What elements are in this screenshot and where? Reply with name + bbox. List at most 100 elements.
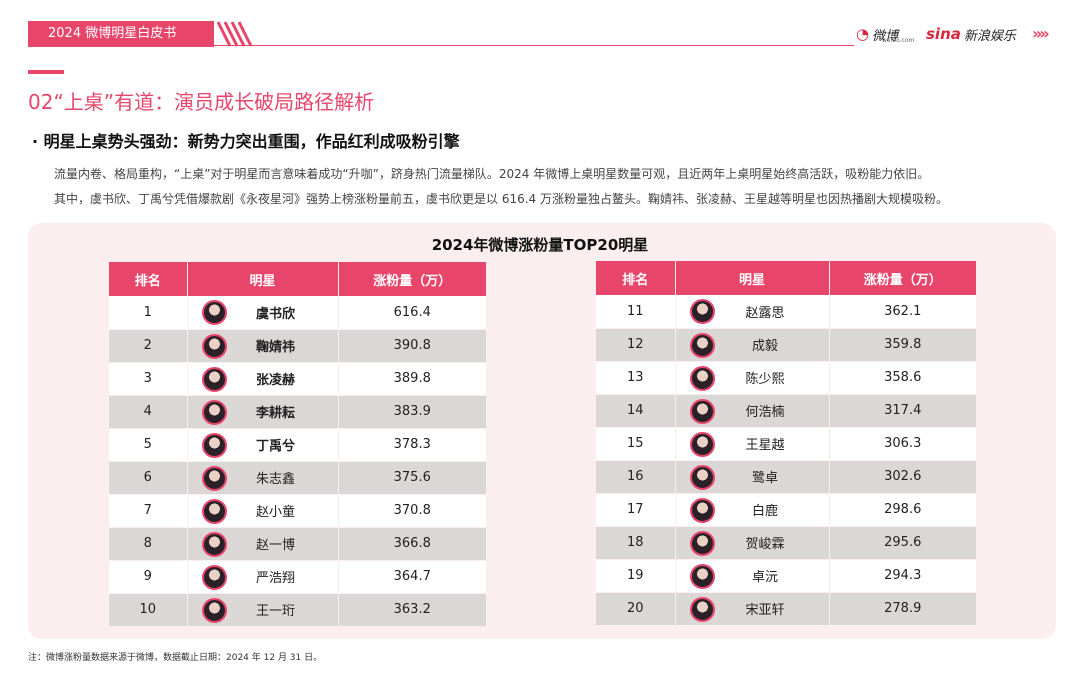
table-row: 1 虞书欣 616.4 bbox=[109, 296, 486, 330]
avatar bbox=[201, 564, 227, 590]
rank-cell: 4 bbox=[109, 395, 188, 429]
avatar bbox=[689, 563, 715, 589]
table-row: 20 宋亚轩 278.9 bbox=[596, 592, 976, 626]
rank-cell: 3 bbox=[109, 362, 188, 396]
star-cell: 李耕耘 bbox=[187, 395, 339, 429]
star-name: 赵露思 bbox=[745, 305, 785, 321]
slash-decoration-icon bbox=[216, 21, 253, 47]
table-row: 13 陈少熙 358.6 bbox=[596, 361, 976, 395]
avatar bbox=[689, 332, 715, 358]
table-row: 6 朱志鑫 375.6 bbox=[109, 461, 486, 495]
avatar bbox=[201, 432, 227, 458]
rank-cell: 6 bbox=[109, 461, 188, 495]
table-row: 14 何浩楠 317.4 bbox=[596, 394, 976, 428]
weibo-logo-text: 微博 bbox=[872, 28, 899, 44]
star-name: 王一珩 bbox=[255, 604, 295, 619]
rank-cell: 17 bbox=[596, 493, 676, 527]
star-cell: 卓沅 bbox=[675, 559, 830, 593]
star-name: 白鹿 bbox=[751, 504, 778, 519]
rank-cell: 19 bbox=[596, 559, 676, 593]
table-row: 11 赵露思 362.1 bbox=[596, 295, 976, 329]
rank-cell: 18 bbox=[596, 526, 676, 560]
star-name: 鹭卓 bbox=[751, 471, 778, 486]
table-row: 12 成毅 359.8 bbox=[596, 328, 976, 362]
column-header-star: 明星 bbox=[187, 262, 339, 296]
fans-gain-cell: 362.1 bbox=[829, 295, 976, 329]
table-title: 2024年微博涨粉量TOP20明星 bbox=[431, 236, 649, 254]
sina-logo-text: 新浪娱乐 bbox=[963, 28, 1016, 44]
star-name: 赵一博 bbox=[255, 538, 295, 553]
table-row: 15 王星越 306.3 bbox=[596, 427, 976, 461]
star-name: 成毅 bbox=[751, 339, 778, 354]
star-name: 虞书欣 bbox=[255, 306, 295, 322]
fans-gain-cell: 378.3 bbox=[338, 428, 486, 462]
fans-gain-cell: 278.9 bbox=[829, 592, 976, 626]
fans-gain-cell: 359.8 bbox=[829, 328, 976, 362]
star-cell: 何浩楠 bbox=[675, 394, 830, 428]
fans-gain-cell: 317.4 bbox=[829, 394, 976, 428]
fans-gain-cell: 375.6 bbox=[338, 461, 486, 495]
rank-cell: 16 bbox=[596, 460, 676, 494]
fans-gain-cell: 358.6 bbox=[829, 361, 976, 395]
avatar bbox=[201, 465, 227, 491]
table-row: 16 鹭卓 302.6 bbox=[596, 460, 976, 494]
column-header-fans: 涨粉量（万） bbox=[338, 262, 486, 296]
star-cell: 鞠婧祎 bbox=[187, 329, 339, 363]
star-name: 丁禹兮 bbox=[255, 439, 295, 454]
table-row: 18 贺峻霖 295.6 bbox=[596, 526, 976, 560]
rank-cell: 9 bbox=[109, 560, 188, 594]
column-header-rank: 排名 bbox=[596, 261, 676, 295]
avatar bbox=[201, 366, 227, 392]
ranking-table-left: 排名 明星 涨粉量（万） 1 虞书欣 616.4 2 鞠婧祎 390.8 3 张凌赫 389.8… bbox=[109, 262, 486, 627]
sina-logo: sina 新浪娱乐 bbox=[926, 22, 1016, 46]
rank-cell: 12 bbox=[596, 328, 676, 362]
star-cell: 朱志鑫 bbox=[187, 461, 339, 495]
table-row: 7 赵小童 370.8 bbox=[109, 494, 486, 528]
avatar bbox=[201, 597, 227, 623]
table-row: 4 李耕耘 383.9 bbox=[109, 395, 486, 429]
rank-cell: 5 bbox=[109, 428, 188, 462]
fans-gain-cell: 389.8 bbox=[338, 362, 486, 396]
rank-cell: 1 bbox=[109, 296, 188, 330]
star-name: 卓沅 bbox=[751, 570, 778, 585]
avatar bbox=[201, 333, 227, 359]
fans-gain-cell: 294.3 bbox=[829, 559, 976, 593]
avatar bbox=[689, 365, 715, 391]
avatar bbox=[201, 498, 227, 524]
star-cell: 赵小童 bbox=[187, 494, 339, 528]
star-cell: 丁禹兮 bbox=[187, 428, 339, 462]
table-row: 19 卓沅 294.3 bbox=[596, 559, 976, 593]
avatar bbox=[201, 531, 227, 557]
fans-gain-cell: 370.8 bbox=[338, 494, 486, 528]
fans-gain-cell: 364.7 bbox=[338, 560, 486, 594]
avatar bbox=[689, 431, 715, 457]
fans-gain-cell: 366.8 bbox=[338, 527, 486, 561]
section-accent-bar bbox=[28, 70, 64, 74]
star-cell: 宋亚轩 bbox=[675, 592, 830, 626]
section-title: 02“上桌”有道：演员成长破局路径解析 bbox=[28, 90, 375, 114]
table-row: 2 鞠婧祎 390.8 bbox=[109, 329, 486, 363]
fans-gain-cell: 298.6 bbox=[829, 493, 976, 527]
rank-cell: 10 bbox=[109, 593, 188, 627]
table-row: 8 赵一博 366.8 bbox=[109, 527, 486, 561]
column-header-rank: 排名 bbox=[109, 262, 188, 296]
star-cell: 赵露思 bbox=[675, 295, 830, 329]
intro-paragraph-1: 流量内卷、格局重构，“上桌”对于明星而言意味着成功“升咖”，跻身热门流量梯队。2… bbox=[54, 167, 930, 181]
column-header-star: 明星 bbox=[675, 261, 830, 295]
footnote: 注：微博涨粉量数据来源于微博，数据截止日期：2024 年 12 月 31 日。 bbox=[28, 653, 323, 663]
star-cell: 王星越 bbox=[675, 427, 830, 461]
star-name: 严浩翔 bbox=[255, 571, 295, 586]
table-row: 9 严浩翔 364.7 bbox=[109, 560, 486, 594]
rank-cell: 13 bbox=[596, 361, 676, 395]
star-cell: 贺峻霖 bbox=[675, 526, 830, 560]
weibo-logo-subtext: weibo.com bbox=[882, 37, 915, 44]
star-name: 何浩楠 bbox=[745, 405, 785, 420]
ranking-table-right: 排名 明星 涨粉量（万） 11 赵露思 362.1 12 成毅 359.8 13 陈少熙 358… bbox=[596, 261, 976, 626]
table-row: 3 张凌赫 389.8 bbox=[109, 362, 486, 396]
star-name: 宋亚轩 bbox=[745, 603, 785, 618]
star-name: 鞠婧祎 bbox=[255, 340, 295, 355]
rank-cell: 7 bbox=[109, 494, 188, 528]
avatar bbox=[689, 596, 715, 622]
star-cell: 陈少熙 bbox=[675, 361, 830, 395]
fans-gain-cell: 302.6 bbox=[829, 460, 976, 494]
